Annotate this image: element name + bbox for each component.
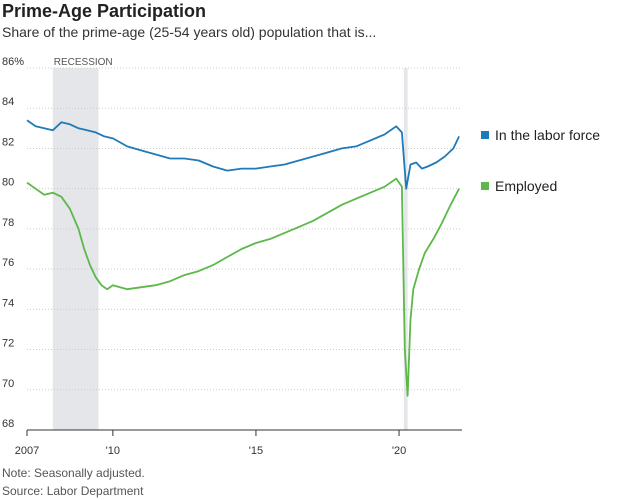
gridlines <box>27 67 462 391</box>
y-tick-label: 72 <box>2 338 14 350</box>
x-tick-label: '20 <box>392 445 406 457</box>
recession-band-layer: RECESSION <box>52 57 408 430</box>
y-tick-label: 68 <box>2 418 14 430</box>
recession-label: RECESSION <box>54 57 113 68</box>
legend-swatch-employed <box>481 182 489 190</box>
series-lines <box>26 119 460 397</box>
legend-label-labor-force: In the labor force <box>495 127 600 143</box>
chart-source: Source: Labor Department <box>2 484 144 498</box>
chart-subtitle: Share of the prime-age (25-54 years old)… <box>2 24 377 40</box>
legend-swatch-labor-force <box>481 131 489 139</box>
y-tick-label: 76 <box>2 257 14 269</box>
y-tick-label: 70 <box>2 378 14 390</box>
series-line-labor-force <box>26 119 460 190</box>
axis-ticks: 68 70 72 74 76 78 80 82 84 86% 2007 '10 '15 '20 <box>2 56 462 457</box>
y-tick-label: 74 <box>2 297 14 309</box>
legend: In the labor force Employed <box>481 127 600 194</box>
legend-label-employed: Employed <box>495 178 557 194</box>
chart-note: Note: Seasonally adjusted. <box>2 466 145 480</box>
recession-band <box>52 68 99 430</box>
recession-band-2020 <box>403 68 408 430</box>
x-tick-label: 2007 <box>15 445 39 457</box>
chart-title: Prime-Age Participation <box>2 1 207 21</box>
series-line-employed <box>26 177 460 397</box>
y-tick-label: 80 <box>2 177 14 189</box>
x-tick-label: '10 <box>106 445 120 457</box>
y-tick-label: 84 <box>2 96 14 108</box>
y-tick-label: 82 <box>2 136 14 148</box>
y-tick-label: 86% <box>2 56 24 68</box>
y-tick-label: 78 <box>2 217 14 229</box>
x-tick-label: '15 <box>249 445 263 457</box>
